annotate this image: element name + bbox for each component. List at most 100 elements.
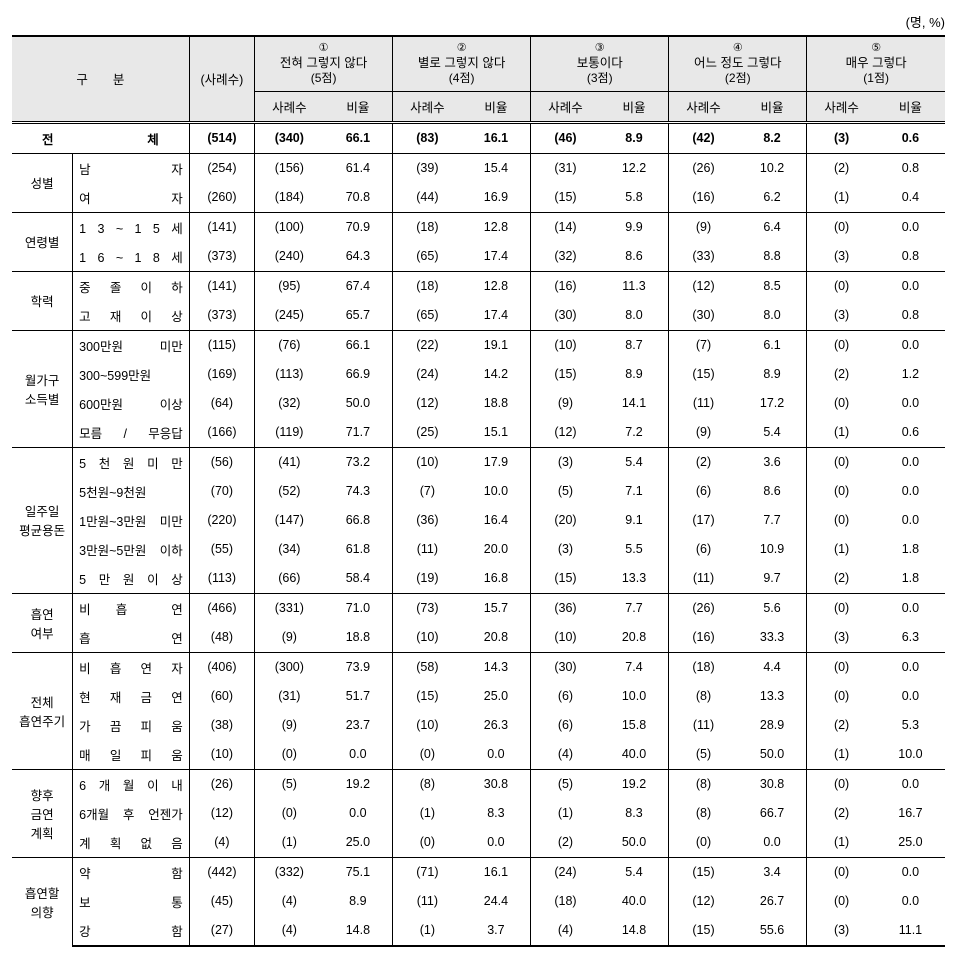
table-cell: 5.4 xyxy=(600,447,669,477)
row-count: (373) xyxy=(189,242,254,272)
table-cell: 5.3 xyxy=(876,711,945,740)
header-g2-num: ② xyxy=(397,42,526,55)
table-cell: (95) xyxy=(255,271,324,301)
table-cell: (18) xyxy=(393,212,462,242)
table-cell: 40.0 xyxy=(600,740,669,770)
table-cell: 50.0 xyxy=(324,389,393,418)
table-row: 향후금연계획 6 개 월 이 내 (26) (5)19.2(8)30.8(5)1… xyxy=(12,769,945,799)
row-count: (141) xyxy=(189,212,254,242)
row-label: 여 자 xyxy=(73,183,190,213)
row-count: (254) xyxy=(189,153,254,183)
table-cell: (300) xyxy=(255,652,324,682)
category-label: 향후금연계획 xyxy=(12,769,73,857)
table-cell: (0) xyxy=(255,799,324,828)
table-cell: (32) xyxy=(255,389,324,418)
table-cell: 0.0 xyxy=(876,330,945,360)
table-row: 일주일평균용돈 5 천 원 미 만 (56) (41)73.2(10)17.9(… xyxy=(12,447,945,477)
row-label: 현 재 금 연 xyxy=(73,682,190,711)
table-cell: 10.0 xyxy=(876,740,945,770)
table-cell: (156) xyxy=(255,153,324,183)
table-cell: 10.0 xyxy=(462,477,531,506)
table-cell: 16.9 xyxy=(462,183,531,213)
table-cell: (58) xyxy=(393,652,462,682)
table-cell: (245) xyxy=(255,301,324,331)
header-g1-num: ① xyxy=(259,42,388,55)
table-cell: 0.0 xyxy=(876,682,945,711)
header-g5-pts: (1점) xyxy=(811,71,941,85)
table-cell: (0) xyxy=(807,652,876,682)
table-cell: 8.3 xyxy=(462,799,531,828)
table-row: 보 통 (45) (4)8.9(11)24.4(18)40.0(12)26.7(… xyxy=(12,887,945,916)
total-row: 전 체 (514) (340)66.1(83)16.1(46)8.9(42)8.… xyxy=(12,122,945,153)
row-label: 강 함 xyxy=(73,916,190,946)
table-cell: (5) xyxy=(669,740,738,770)
table-cell: (24) xyxy=(531,857,600,887)
row-count: (220) xyxy=(189,506,254,535)
total-label: 전 체 xyxy=(12,122,189,153)
table-cell: 16.4 xyxy=(462,506,531,535)
table-cell: (42) xyxy=(669,122,738,153)
header-sub-ratio-5: 비율 xyxy=(876,91,945,122)
header-sub-count-3: 사례수 xyxy=(531,91,600,122)
table-cell: 6.2 xyxy=(738,183,807,213)
table-cell: 0.8 xyxy=(876,301,945,331)
table-cell: 14.1 xyxy=(600,389,669,418)
header-category: 구 분 xyxy=(12,36,189,122)
table-cell: 16.1 xyxy=(462,122,531,153)
table-cell: 10.2 xyxy=(738,153,807,183)
table-cell: 65.7 xyxy=(324,301,393,331)
table-cell: (12) xyxy=(393,389,462,418)
table-cell: 17.9 xyxy=(462,447,531,477)
row-label: 6개월 후 언젠가 xyxy=(73,799,190,828)
table-cell: 26.3 xyxy=(462,711,531,740)
table-cell: 8.5 xyxy=(738,271,807,301)
table-cell: 50.0 xyxy=(600,828,669,858)
header-sub-ratio-3: 비율 xyxy=(600,91,669,122)
table-cell: 64.3 xyxy=(324,242,393,272)
table-cell: (2) xyxy=(807,711,876,740)
header-count: (사례수) xyxy=(189,36,254,122)
table-cell: 73.9 xyxy=(324,652,393,682)
header-g4-pts: (2점) xyxy=(673,71,802,85)
table-cell: (10) xyxy=(393,711,462,740)
table-cell: (240) xyxy=(255,242,324,272)
row-count: (115) xyxy=(189,330,254,360)
table-cell: (2) xyxy=(807,153,876,183)
row-count: (56) xyxy=(189,447,254,477)
table-cell: 0.8 xyxy=(876,242,945,272)
table-row: 학력 중 졸 이 하 (141) (95)67.4(18)12.8(16)11.… xyxy=(12,271,945,301)
table-cell: 26.7 xyxy=(738,887,807,916)
row-label: 5 천 원 미 만 xyxy=(73,447,190,477)
table-cell: (0) xyxy=(807,682,876,711)
data-table: 구 분 (사례수) ① 전혀 그렇지 않다 (5점) ② 별로 그렇지 않다 (… xyxy=(12,35,945,947)
header-g3-num: ③ xyxy=(535,42,664,55)
table-cell: (10) xyxy=(393,623,462,653)
table-cell: (65) xyxy=(393,301,462,331)
row-count: (27) xyxy=(189,916,254,946)
table-cell: 3.4 xyxy=(738,857,807,887)
table-row: 3만원~5만원 이하 (55) (34)61.8(11)20.0(3)5.5(6… xyxy=(12,535,945,564)
table-cell: (11) xyxy=(669,389,738,418)
table-cell: (30) xyxy=(669,301,738,331)
header-sub-count-4: 사례수 xyxy=(669,91,738,122)
table-cell: 7.2 xyxy=(600,418,669,448)
table-cell: 0.0 xyxy=(876,212,945,242)
table-cell: 71.7 xyxy=(324,418,393,448)
table-cell: 23.7 xyxy=(324,711,393,740)
header-sub-count-2: 사례수 xyxy=(393,91,462,122)
table-cell: 61.8 xyxy=(324,535,393,564)
table-cell: 14.2 xyxy=(462,360,531,389)
header-g4-title: 어느 정도 그렇다 xyxy=(673,55,802,71)
table-cell: (1) xyxy=(393,799,462,828)
table-cell: 8.0 xyxy=(600,301,669,331)
table-cell: (1) xyxy=(255,828,324,858)
table-row: 성별 남 자 (254) (156)61.4(39)15.4(31)12.2(2… xyxy=(12,153,945,183)
table-cell: (15) xyxy=(531,183,600,213)
table-cell: (20) xyxy=(531,506,600,535)
category-label: 전체흡연주기 xyxy=(12,652,73,769)
table-cell: 15.8 xyxy=(600,711,669,740)
table-row: 1만원~3만원 미만 (220) (147)66.8(36)16.4(20)9.… xyxy=(12,506,945,535)
header-group-1: ① 전혀 그렇지 않다 (5점) xyxy=(255,36,393,91)
table-cell: (71) xyxy=(393,857,462,887)
row-label: 300~599만원 xyxy=(73,360,190,389)
